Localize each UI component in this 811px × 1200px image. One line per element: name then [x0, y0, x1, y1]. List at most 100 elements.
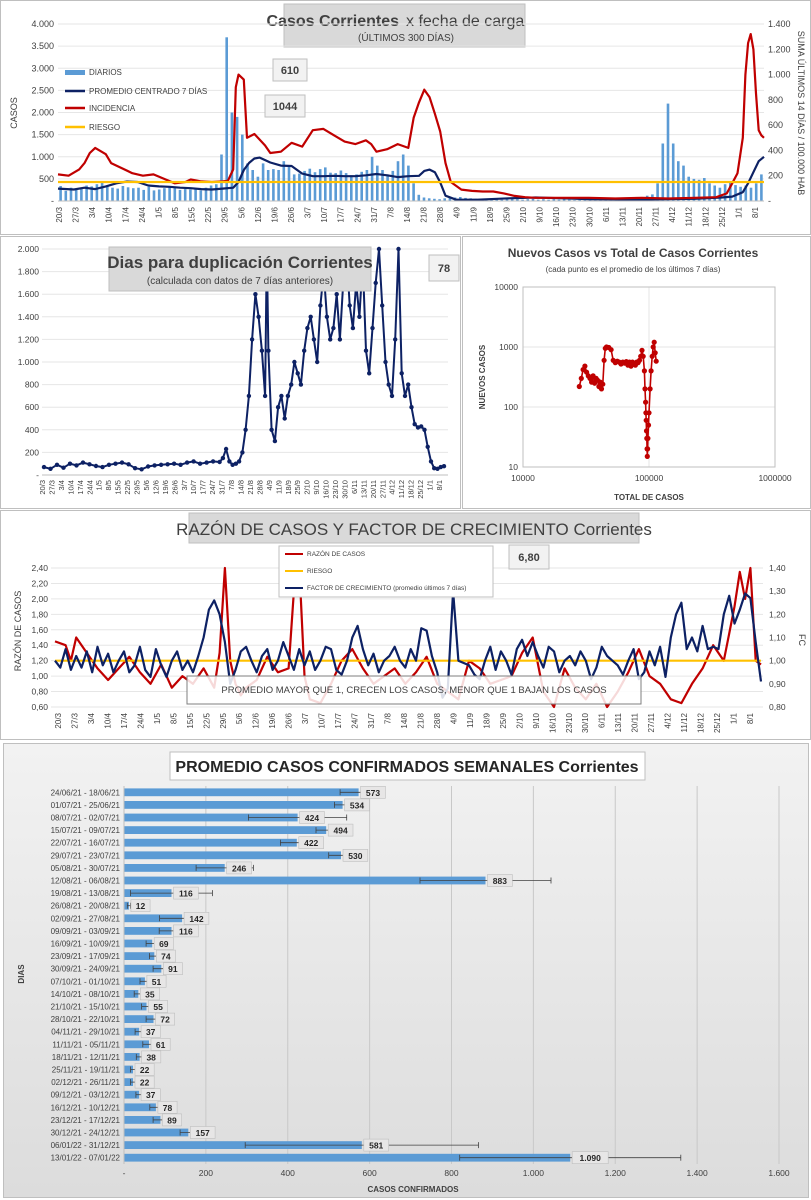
- x-tick-label: 1.000: [523, 1168, 545, 1178]
- data-point: [406, 382, 411, 387]
- data-point: [640, 353, 646, 359]
- category-label: 24/06/21 - 18/06/21: [51, 788, 121, 797]
- x-tick-label: 24/4: [136, 712, 145, 728]
- value-label: 424: [305, 813, 319, 823]
- bar-diarios: [729, 182, 732, 201]
- series-line: [57, 33, 765, 200]
- bar: [124, 876, 486, 885]
- x-tick-label: 28/8: [433, 712, 442, 728]
- axes: - 200 400 600 800 1.000 1.200 1.400 1.600 1.800 2.…: [18, 244, 448, 499]
- data-point: [262, 393, 268, 399]
- casos-chart-panel: Casos Corrientes x fecha de carga (ÚLTIM…: [0, 0, 811, 235]
- y-right-tick-label: 1.200: [768, 44, 791, 54]
- category-label: 30/12/21 - 24/12/21: [51, 1129, 121, 1138]
- x-tick-label: 22/5: [204, 206, 213, 222]
- y-tick-label: 0,60: [31, 702, 48, 712]
- bar-diarios: [718, 187, 722, 201]
- x-tick-label: 25/12: [713, 712, 722, 733]
- y-tick-label: 1.400: [18, 312, 40, 322]
- casos-chart: Casos Corrientes x fecha de carga (ÚLTIM…: [9, 3, 806, 227]
- y-axis-label: NUEVOS CASOS: [478, 344, 487, 409]
- x-tick-label: 23/10: [565, 712, 574, 733]
- y-tick-label: 1.500: [31, 130, 54, 140]
- category-label: 19/08/21 - 13/08/21: [51, 889, 121, 898]
- value-label-box: [342, 849, 369, 862]
- bar-diarios: [272, 169, 275, 201]
- x-tick-label: 27/3: [72, 206, 81, 222]
- data-point: [74, 463, 79, 468]
- bar: [124, 838, 297, 847]
- x-tick-label: 4/12: [388, 480, 397, 495]
- value-label-box: [162, 1113, 182, 1127]
- category-label: 25/11/21 - 19/11/21: [52, 1066, 121, 1075]
- x-tick-label: 27/3: [70, 712, 79, 728]
- data-point: [383, 359, 388, 365]
- chart-title: Nuevos Casos vs Total de Casos Corriente…: [508, 246, 759, 260]
- category-label: 02/09/21 - 27/08/21: [51, 914, 121, 923]
- x-tick-label: 8/1: [746, 712, 755, 724]
- data-point: [41, 464, 47, 470]
- data-point: [236, 459, 242, 464]
- bar: [124, 1053, 140, 1061]
- x-tick-label: 20/3: [38, 480, 47, 495]
- x-tick-label: 31/7: [367, 712, 376, 728]
- x-tick-label: 4/12: [664, 712, 673, 728]
- bar-diarios: [671, 143, 675, 201]
- bar-diarios: [69, 187, 73, 201]
- annotation-text: PROMEDIO MAYOR QUE 1, CRECEN LOS CASOS, …: [221, 685, 606, 696]
- bar-diarios: [64, 190, 68, 201]
- bar-diarios: [687, 176, 690, 201]
- x-tick-label: 9/10: [532, 712, 541, 728]
- x-tick-label: 17/7: [334, 712, 343, 728]
- category-label: 28/10/21 - 22/10/21: [51, 1015, 121, 1024]
- x-tick-label: 10/4: [66, 480, 75, 495]
- bar-diarios: [329, 172, 332, 201]
- x-tick-label: 14/8: [237, 480, 246, 495]
- series-lines: [54, 564, 763, 709]
- bar: [124, 1116, 161, 1124]
- data-point: [582, 363, 588, 369]
- y-axis-right-label: FC: [797, 634, 807, 646]
- x-tick-label: 29/5: [133, 480, 142, 495]
- bar-diarios: [355, 174, 358, 201]
- x-tick-label: 6/11: [598, 712, 607, 728]
- y-axis-right-label: SUMA ÚLTIMOS 14 DÍAS / 100.000 HAB: [796, 31, 806, 195]
- data-point: [412, 422, 417, 427]
- bar-diarios: [303, 170, 306, 201]
- value-label: 74: [161, 952, 171, 962]
- bar-diarios: [505, 199, 509, 201]
- data-point: [367, 371, 372, 376]
- daily-bars: [59, 37, 763, 202]
- data-point: [249, 337, 255, 342]
- category-label: 30/09/21 - 24/09/21: [51, 965, 121, 974]
- data-point: [651, 339, 657, 345]
- data-point: [318, 303, 323, 308]
- x-tick-label: 12/6: [151, 480, 160, 495]
- category-label: 16/12/21 - 10/12/21: [51, 1103, 121, 1112]
- x-tick-label: 2/10: [303, 480, 312, 495]
- bar-diarios: [277, 170, 280, 201]
- value-label-box: [190, 1126, 216, 1139]
- y-tick-label: 2.000: [31, 108, 54, 118]
- bar-diarios: [308, 168, 312, 201]
- value-label: 534: [350, 800, 364, 810]
- data-point: [279, 393, 284, 399]
- bar-diarios: [412, 183, 415, 201]
- x-tick-label: 7/8: [386, 206, 395, 218]
- x-tick-label: 5/6: [235, 712, 244, 724]
- bar-diarios: [708, 183, 711, 201]
- data-point: [256, 314, 261, 319]
- x-tick-label: 31/7: [370, 206, 379, 222]
- data-point: [608, 347, 614, 353]
- y-tick-label: 2,00: [31, 594, 48, 604]
- y-right-tick-label: -: [768, 196, 771, 206]
- legend-label: INCIDENCIA: [89, 104, 136, 113]
- bar: [124, 801, 343, 809]
- data-point: [636, 357, 643, 363]
- x-tick-label: 30/10: [581, 712, 590, 733]
- bar-diarios: [417, 194, 421, 201]
- x-tick-label: 25/9: [499, 712, 508, 728]
- bar-diarios: [152, 190, 156, 201]
- x-tick-label: 27/11: [647, 712, 656, 732]
- category-label: 04/11/21 - 29/10/21: [51, 1028, 120, 1037]
